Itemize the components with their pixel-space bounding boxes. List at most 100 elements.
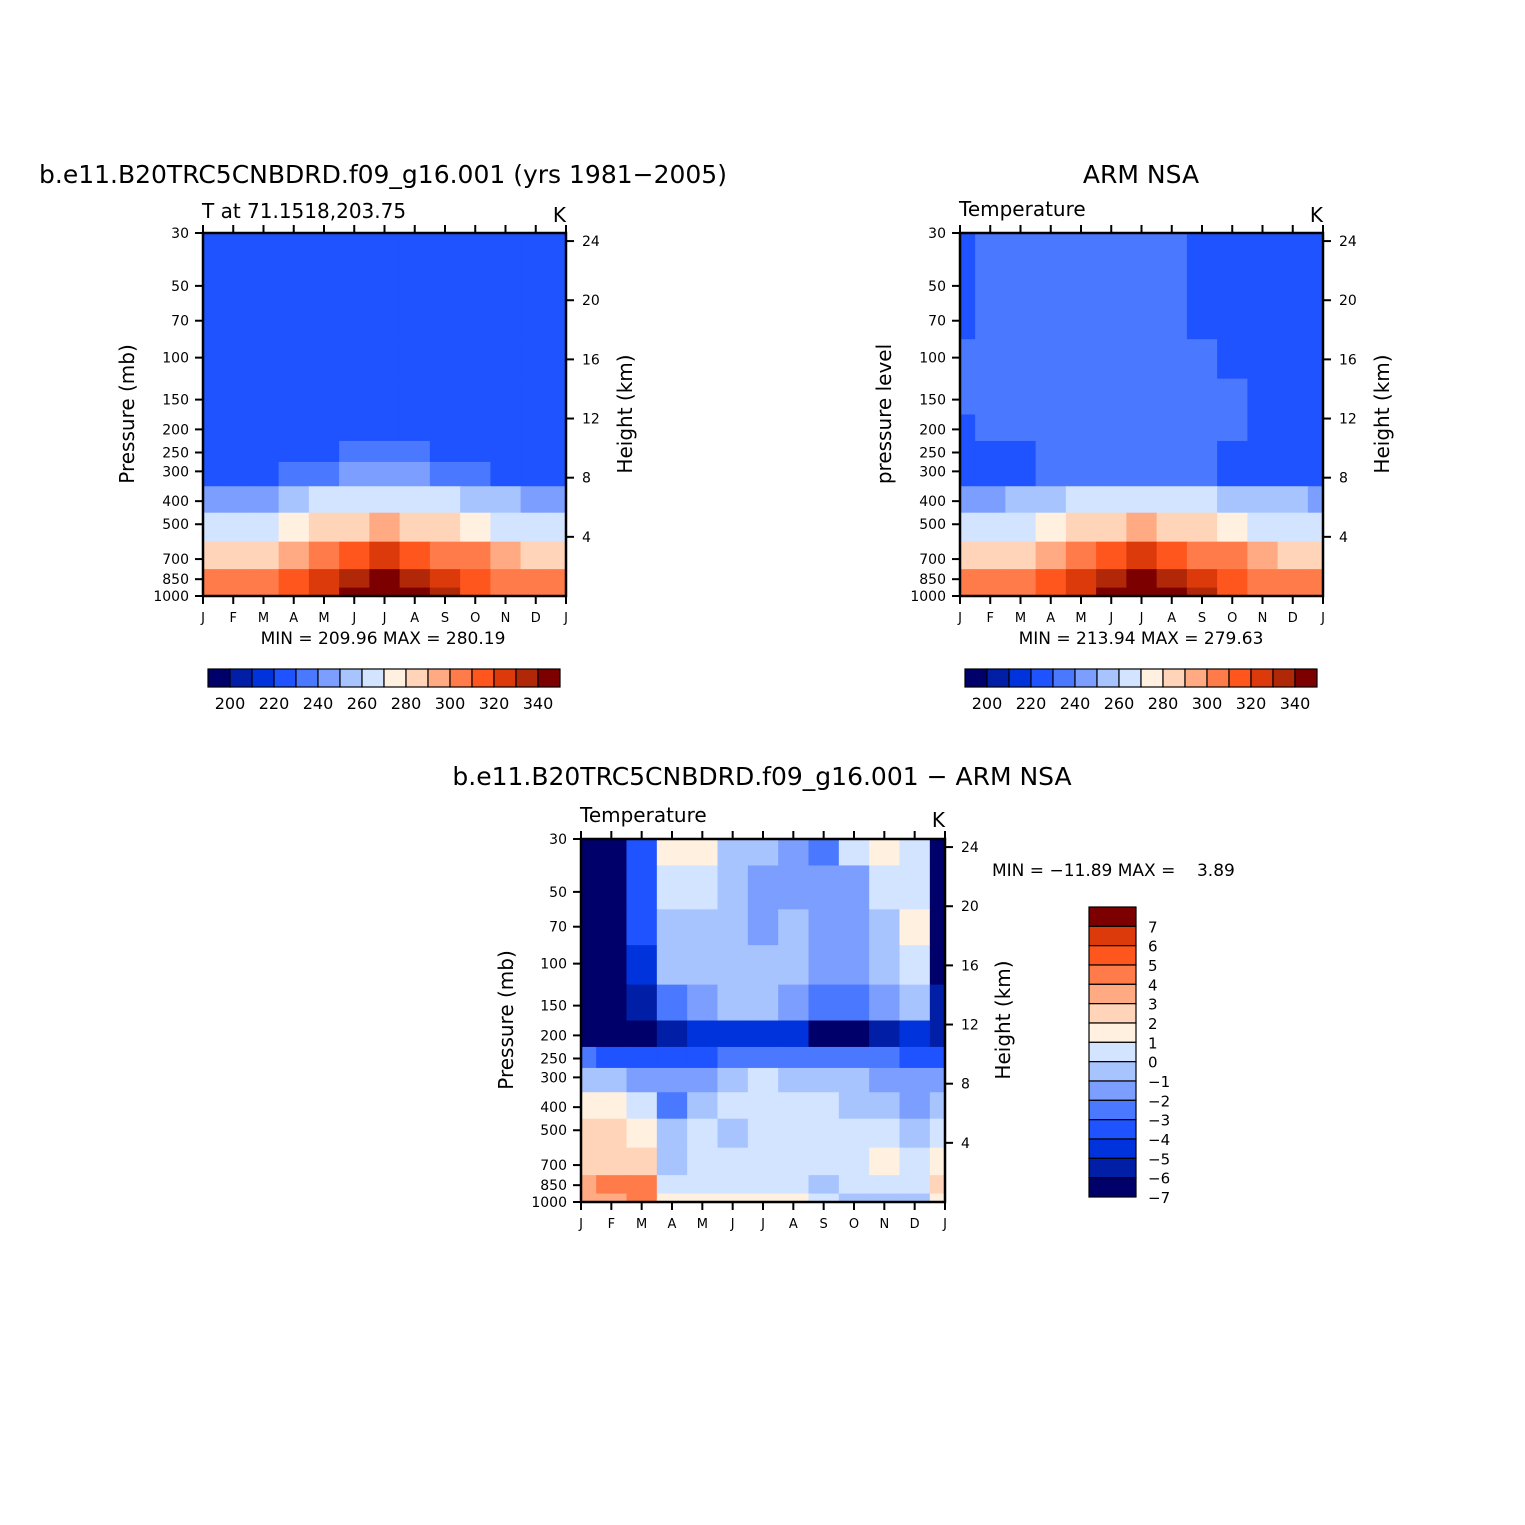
colorbar-label: 4	[1148, 976, 1158, 994]
data-cell	[1005, 303, 1037, 340]
data-cell	[1096, 233, 1127, 261]
data-cell	[1065, 440, 1097, 463]
data-cell	[399, 259, 431, 304]
x-tick-label: A	[1167, 611, 1176, 626]
colorbar-bin	[537, 668, 561, 688]
colorbar-bin	[1228, 668, 1252, 688]
y-tick-label: 500	[919, 517, 946, 533]
data-cell	[656, 945, 688, 986]
y-tick-label: 500	[162, 517, 189, 533]
colorbar-bin	[493, 668, 517, 688]
data-cell	[218, 512, 249, 543]
data-cell	[429, 541, 461, 570]
data-cell	[1307, 378, 1323, 416]
data-cell	[747, 1020, 779, 1048]
colorbar-bin	[986, 668, 1010, 688]
data-cell	[717, 1193, 749, 1202]
data-cell	[1277, 440, 1309, 463]
data-cell	[308, 461, 340, 487]
data-cell	[596, 839, 628, 867]
colorbar-bin	[1184, 668, 1208, 688]
data-cell	[899, 1020, 931, 1048]
x-tick-label: J	[563, 611, 568, 626]
data-cell	[869, 1092, 901, 1120]
data-cell	[1277, 259, 1309, 304]
x-tick-label: M	[318, 611, 329, 626]
data-cell	[1186, 440, 1218, 463]
data-cell	[1217, 512, 1248, 543]
data-cell	[747, 945, 779, 986]
data-cell	[278, 259, 310, 304]
data-cell	[960, 440, 976, 463]
data-cell	[490, 414, 522, 442]
data-cell	[747, 1067, 779, 1093]
data-cell	[899, 1193, 931, 1202]
data-cell	[1005, 233, 1037, 261]
x-tick-label: F	[230, 611, 237, 626]
data-cell	[1005, 541, 1037, 570]
panel-diff-height-label: Height (km)	[991, 960, 1015, 1079]
data-cell	[747, 839, 779, 867]
data-cell	[1065, 378, 1097, 416]
data-cell	[369, 378, 401, 416]
data-cell	[1096, 414, 1127, 442]
data-cell	[1277, 486, 1309, 514]
data-cell	[550, 569, 566, 589]
data-cell	[1035, 233, 1067, 261]
panel-model-height-label: Height (km)	[613, 354, 637, 473]
data-cell	[717, 839, 749, 867]
data-cell	[339, 512, 370, 543]
data-cell	[1156, 461, 1188, 487]
data-cell	[1126, 259, 1158, 304]
colorbar-label: −6	[1148, 1170, 1170, 1188]
colorbar-bin	[1096, 668, 1120, 688]
data-cell	[520, 486, 552, 514]
y-tick-label: 850	[919, 572, 946, 588]
colorbar-bin	[251, 668, 275, 688]
data-cell	[460, 541, 491, 570]
data-cell	[1307, 233, 1323, 261]
data-cell	[1217, 541, 1248, 570]
panel-obs-plot-area	[958, 231, 1325, 598]
x-tick-label: M	[636, 1217, 647, 1232]
data-cell	[808, 984, 840, 1022]
data-cell	[1247, 461, 1279, 487]
data-cell	[1217, 339, 1248, 380]
height-tick-label: 12	[1339, 412, 1357, 428]
panel-model-subtitle: T at 71.1518,203.75	[201, 199, 406, 223]
data-cell	[626, 1020, 658, 1048]
data-cell	[747, 1046, 779, 1069]
data-cell	[1156, 587, 1188, 596]
data-cell	[1035, 259, 1067, 304]
data-cell	[218, 541, 249, 570]
data-cell	[460, 486, 491, 514]
data-cell	[975, 512, 1006, 543]
data-cell	[960, 378, 976, 416]
data-cell	[308, 512, 340, 543]
height-tick-label: 4	[1339, 530, 1348, 546]
data-cell	[203, 414, 219, 442]
data-cell	[1307, 486, 1323, 514]
y-tick-label: 50	[928, 279, 946, 295]
x-tick-label: J	[942, 1217, 947, 1232]
data-cell	[490, 233, 522, 261]
data-cell	[203, 303, 219, 340]
data-cell	[1247, 303, 1279, 340]
data-cell	[747, 865, 779, 910]
colorbar-bin	[1088, 1061, 1137, 1082]
y-tick-label: 700	[162, 552, 189, 568]
data-cell	[899, 1147, 931, 1176]
data-cell	[656, 1193, 688, 1202]
colorbar-bin	[1088, 1080, 1137, 1101]
y-tick-label: 700	[540, 1158, 567, 1174]
data-cell	[687, 1046, 719, 1069]
data-cell	[399, 486, 431, 514]
data-cell	[278, 233, 310, 261]
data-cell	[1217, 486, 1248, 514]
data-cell	[339, 259, 370, 304]
colorbar-label: 280	[391, 694, 422, 713]
data-cell	[550, 339, 566, 380]
colorbar-label: 320	[479, 694, 510, 713]
data-cell	[339, 440, 370, 463]
